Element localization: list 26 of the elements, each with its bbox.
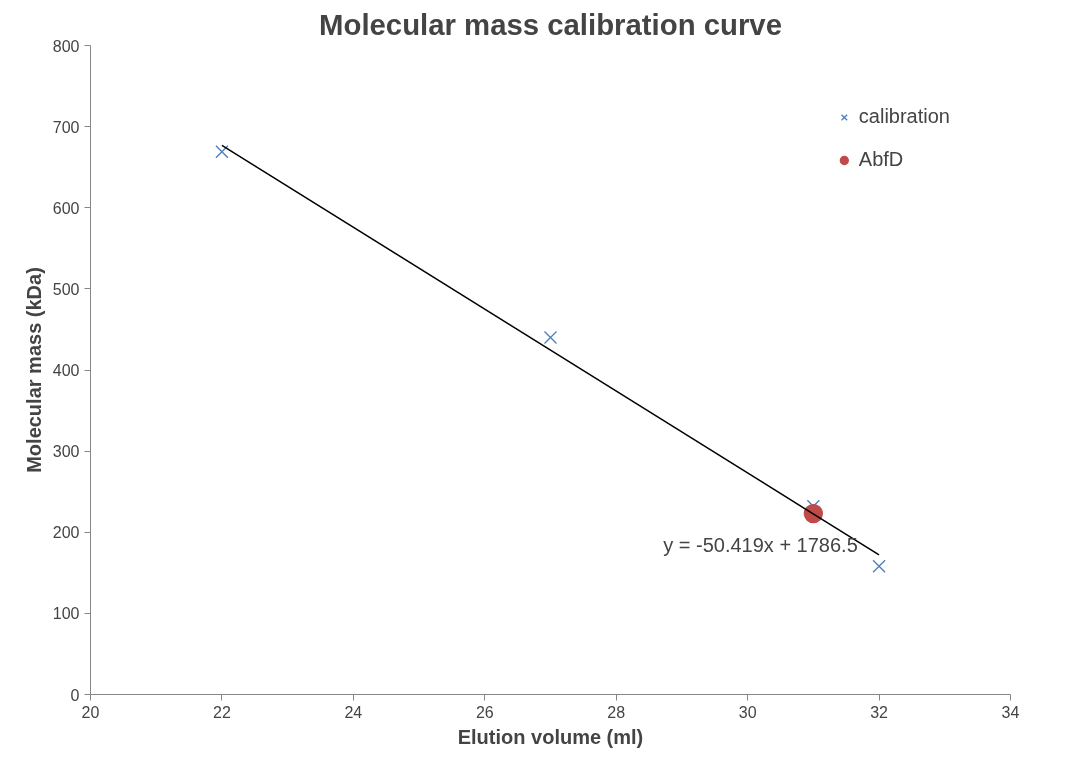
- legend-label: calibration: [858, 105, 950, 128]
- y-tick-label: 600: [52, 199, 80, 217]
- y-tick-label: 400: [52, 362, 80, 379]
- x-tick-label: 34: [1001, 703, 1020, 721]
- annotation: y = -50.419x + 1786.5: [663, 533, 858, 556]
- point: [215, 145, 229, 159]
- x-tick-label: 22: [213, 703, 231, 721]
- y-tick-label: 700: [52, 118, 80, 136]
- point: [872, 559, 886, 573]
- point: [543, 330, 558, 345]
- chart-title: Molecular mass calibration curve: [319, 7, 782, 41]
- x-tick-label: 32: [870, 703, 889, 721]
- x-tick-label: 24: [344, 703, 363, 721]
- y-axis-title: Molecular mass (kDa): [22, 267, 45, 473]
- y-tick-label: 800: [52, 37, 80, 55]
- y-tick-label: 300: [52, 443, 80, 461]
- x-tick-label: 28: [607, 703, 626, 721]
- y-tick-label: 0: [70, 686, 80, 704]
- legend-label: AbfD: [858, 148, 904, 171]
- x-tick-label: 30: [738, 703, 757, 721]
- y-tick-label: 500: [52, 280, 80, 298]
- y-tick-label: 200: [52, 524, 80, 542]
- x-axis-title: Elution volume (ml): [457, 725, 644, 748]
- x-tick-label: 20: [81, 703, 100, 721]
- x-tick-label: 26: [475, 703, 494, 721]
- y-tick-label: 100: [52, 605, 80, 623]
